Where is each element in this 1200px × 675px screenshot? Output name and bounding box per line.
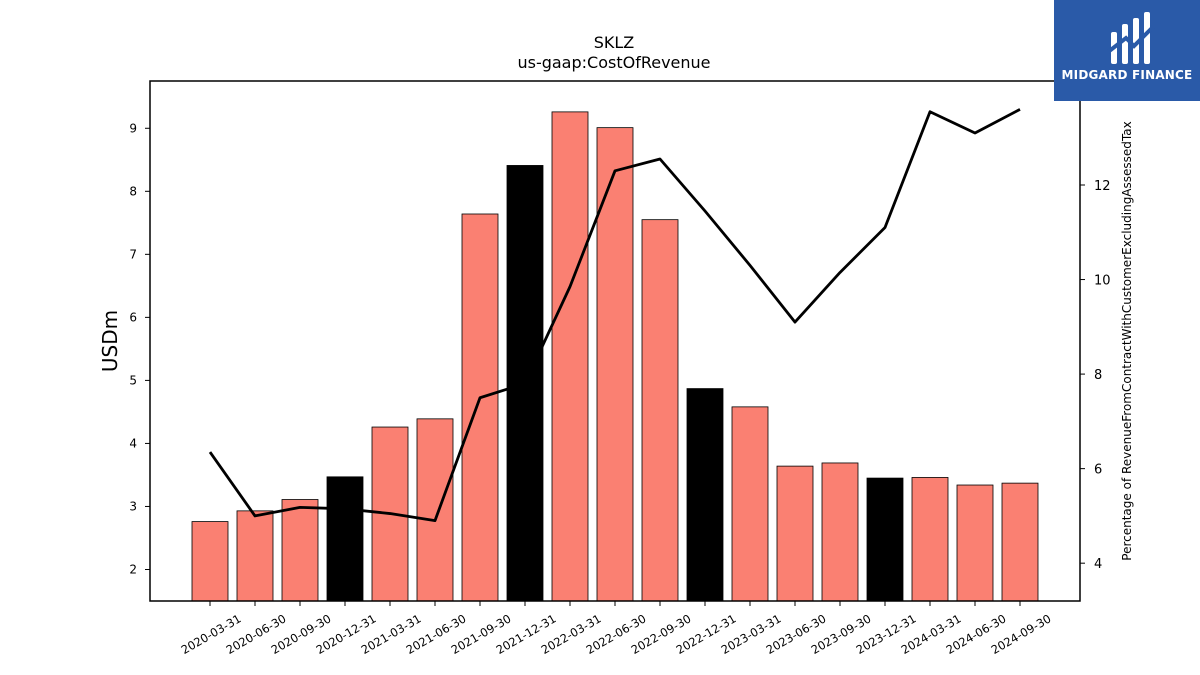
y2-axis: 4 6 8 10 12 [1080,179,1111,572]
bar [596,127,634,602]
bar [776,465,814,602]
y-tick-label: 6 [129,310,137,324]
chart-subtitle: us-gaap:CostOfRevenue [517,53,710,72]
logo-text: MIDGARD FINANCE [1061,68,1193,82]
bar [326,476,364,602]
bar [281,499,319,602]
y-tick-label: 7 [129,247,137,261]
series-line [208,108,1021,523]
bar [821,462,859,602]
bar [866,477,904,602]
y-tick-label: 3 [129,499,137,513]
bar [956,484,994,602]
bar [1001,482,1039,602]
y-tick-label: 9 [129,121,137,135]
line-group [208,108,1021,523]
bar-group [191,111,1039,602]
brand-logo: MIDGARD FINANCE [1054,0,1200,101]
y2-tick-label: 4 [1094,557,1102,572]
y2-tick-label: 6 [1094,463,1102,478]
y-tick-label: 4 [129,436,137,450]
y2-axis-label: Percentage of RevenueFromContractWithCus… [1120,121,1134,560]
bar [236,510,274,602]
bar [686,388,724,602]
bar [641,219,679,602]
bar [461,213,499,602]
logo-icon [1054,8,1200,74]
y-axis: 2 3 4 5 6 7 8 9 [129,121,150,576]
chart-title: SKLZ [594,33,635,52]
x-axis: 2020-03-312020-06-302020-09-302020-12-31… [179,601,1054,657]
bar [731,406,769,602]
y2-tick-label: 12 [1094,179,1111,194]
y-axis-label: USDm [98,310,122,372]
bar [191,521,229,602]
y-tick-label: 8 [129,184,137,198]
y2-tick-label: 10 [1094,274,1111,289]
y2-tick-label: 8 [1094,368,1102,383]
bar [551,111,589,602]
y-tick-label: 2 [129,562,137,576]
y-tick-label: 5 [129,373,137,387]
bar [416,418,454,602]
bar [911,477,949,602]
